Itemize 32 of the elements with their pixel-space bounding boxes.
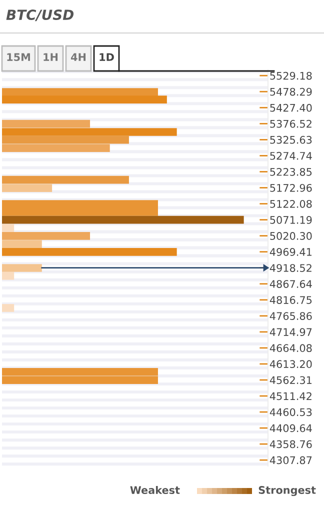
y-tick-label: 4307.87	[270, 456, 312, 464]
y-tick-label: 5529.18	[270, 72, 312, 80]
y-tick-label: 5478.29	[270, 88, 312, 96]
y-tick-label: 4867.64	[270, 280, 312, 288]
y-tick-label: 5427.40	[270, 104, 312, 112]
y-tick-label: 5376.52	[270, 120, 312, 128]
y-tick-label: 4969.41	[270, 248, 312, 256]
chart-title: BTC/USD	[6, 10, 74, 22]
y-tick-label: 4664.08	[270, 344, 312, 352]
y-tick-label: 5223.85	[270, 168, 312, 176]
text: 4H	[70, 53, 86, 61]
y-tick-label: 5274.74	[270, 152, 312, 160]
text: 1D	[100, 53, 114, 61]
y-tick-label: 4562.31	[270, 376, 312, 384]
y-tick-label: 4511.42	[270, 392, 312, 400]
y-tick-label: 5325.63	[270, 136, 312, 144]
text: 15M	[7, 53, 30, 62]
text: Strongest	[258, 486, 316, 496]
y-tick-label: 4460.53	[270, 408, 312, 416]
y-tick-label: 4409.64	[270, 424, 312, 432]
y-tick-label: 4613.20	[270, 360, 312, 368]
y-tick-label: 4358.76	[270, 440, 312, 448]
y-tick-label: 5122.08	[270, 200, 312, 208]
text: 1H	[44, 53, 58, 61]
y-tick-label: 5071.19	[270, 216, 312, 224]
y-tick-label: 4816.75	[270, 296, 312, 304]
y-tick-label: 4918.52	[270, 264, 312, 272]
y-tick-label: 5172.96	[270, 184, 312, 192]
text: Weakest	[130, 486, 180, 494]
y-tick-label: 4765.86	[270, 312, 312, 320]
y-tick-label: 4714.97	[270, 328, 312, 336]
y-tick-label: 5020.30	[270, 232, 312, 240]
